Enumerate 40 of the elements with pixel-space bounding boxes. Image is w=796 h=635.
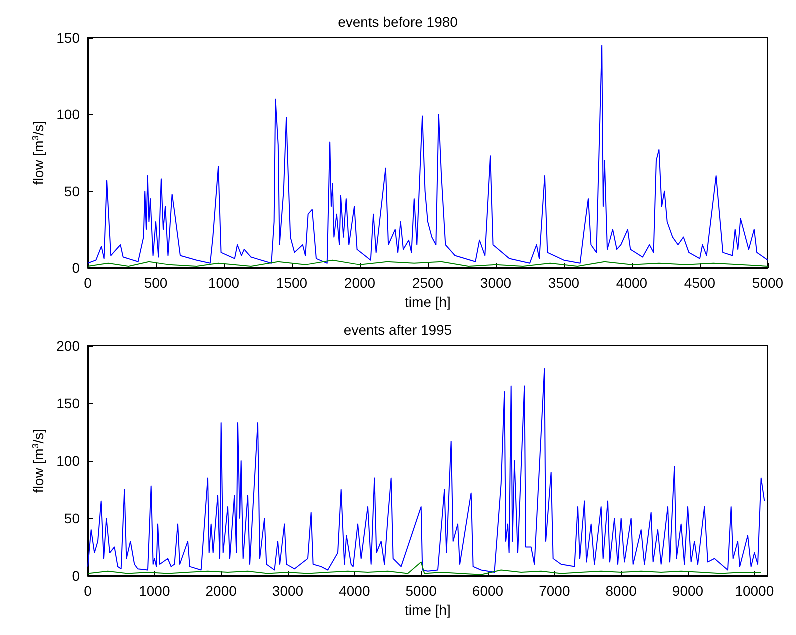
x-tick-label: 1000	[139, 583, 170, 599]
x-tick-label: 6000	[472, 583, 504, 599]
line-series	[88, 368, 766, 574]
x-tick-label: 4000	[339, 583, 370, 599]
y-axis-title: flow [m3/s]	[30, 120, 47, 186]
x-tick-label: 1000	[208, 275, 240, 291]
x-tick-label: 10000	[735, 583, 774, 599]
x-tick-label: 9000	[672, 583, 704, 599]
x-tick-label: 5000	[752, 275, 784, 291]
y-axis-title: flow [m3/s]	[30, 428, 47, 494]
y-tick-label: 200	[56, 338, 80, 354]
x-tick-label: 7000	[539, 583, 570, 599]
chart-title: events before 1980	[338, 14, 458, 30]
x-tick-label: 500	[144, 275, 168, 291]
x-tick-label: 3000	[480, 275, 512, 291]
x-tick-label: 2000	[206, 583, 238, 599]
x-tick-label: 4000	[616, 275, 648, 291]
y-tick-label: 50	[64, 510, 80, 526]
x-tick-label: 5000	[406, 583, 438, 599]
y-tick-label: 150	[56, 396, 80, 412]
y-tick-label: 0	[72, 568, 80, 584]
line-series	[88, 562, 762, 576]
x-axis-title: time [h]	[405, 602, 451, 618]
y-tick-label: 0	[72, 260, 80, 276]
x-tick-label: 4500	[684, 275, 716, 291]
x-axis-title: time [h]	[405, 294, 451, 310]
x-tick-label: 1500	[276, 275, 308, 291]
y-tick-label: 100	[56, 106, 80, 123]
x-tick-label: 3500	[548, 275, 580, 291]
y-tick-label: 150	[56, 30, 80, 46]
x-tick-label: 2500	[412, 275, 444, 291]
x-tick-label: 3000	[272, 583, 304, 599]
x-tick-label: 8000	[606, 583, 638, 599]
x-tick-label: 0	[84, 583, 92, 599]
chart-title: events after 1995	[344, 322, 452, 338]
line-series	[88, 45, 768, 264]
x-tick-label: 2000	[344, 275, 376, 291]
y-tick-label: 100	[56, 453, 80, 469]
y-tick-label: 50	[64, 183, 80, 200]
x-tick-label: 0	[84, 275, 92, 291]
